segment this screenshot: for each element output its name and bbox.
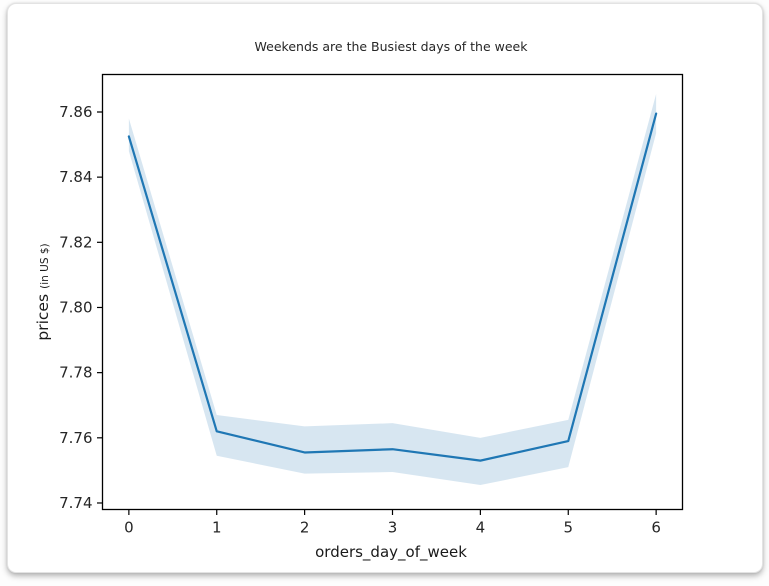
x-tick-label: 6 [651, 519, 661, 537]
series-line-mean_price [127, 112, 658, 462]
y-tick-label: 7.76 [59, 429, 92, 447]
chart-card: Weekends are the Busiest days of the wee… [7, 3, 763, 573]
y-axis-label-main: prices [34, 294, 52, 341]
x-axis-label: orders_day_of_week [315, 543, 467, 562]
y-tick-label: 7.80 [59, 298, 92, 316]
y-tick-label: 7.86 [59, 103, 92, 121]
y-axis-label: prices (in US $) [33, 243, 52, 340]
x-tick-label: 2 [300, 519, 310, 537]
x-tick-label: 0 [124, 519, 134, 537]
y-tick-label: 7.74 [59, 494, 92, 512]
x-tick-label: 4 [476, 519, 486, 537]
chart-svg: Weekends are the Busiest days of the wee… [33, 39, 684, 562]
x-tick-label: 3 [388, 519, 398, 537]
x-tick-label: 1 [212, 519, 222, 537]
y-tick-label: 7.84 [59, 168, 92, 186]
confidence-band [128, 94, 657, 486]
y-tick-label: 7.82 [59, 233, 92, 251]
chart-title: Weekends are the Busiest days of the wee… [255, 39, 529, 54]
x-tick-label: 5 [563, 519, 573, 537]
y-axis-label-unit: (in US $) [39, 243, 51, 288]
y-tick-label: 7.78 [59, 364, 92, 382]
plot-layer: 0 1 2 3 4 5 6 7.74 7.76 7.78 7.80 7.82 7.84 7.86 [59, 73, 684, 537]
